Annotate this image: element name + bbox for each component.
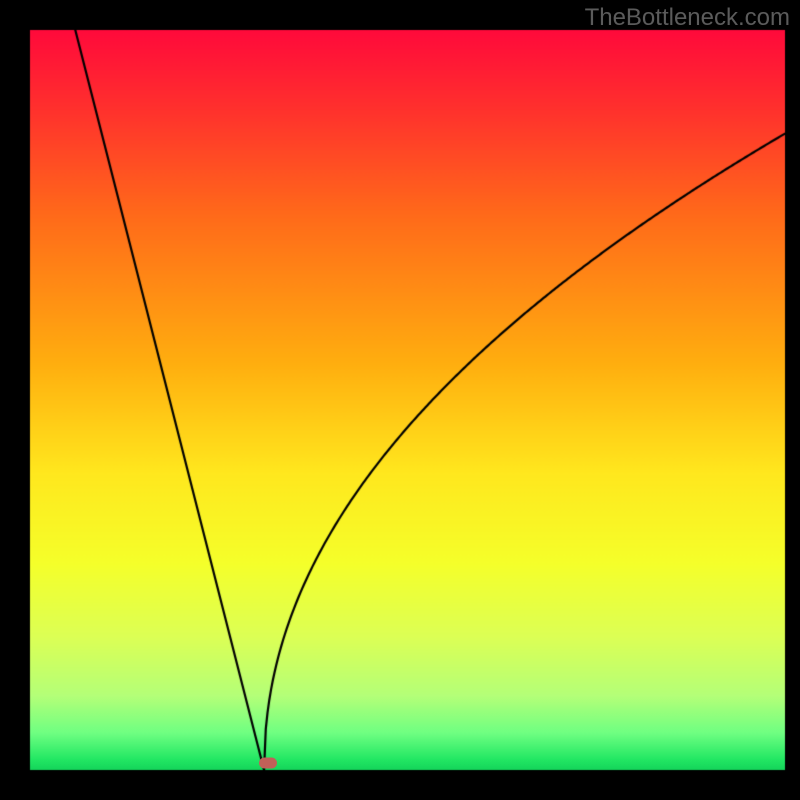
chart-stage: TheBottleneck.com [0,0,800,800]
watermark: TheBottleneck.com [585,4,790,32]
plot-canvas [0,0,800,800]
minimum-marker [259,757,277,768]
